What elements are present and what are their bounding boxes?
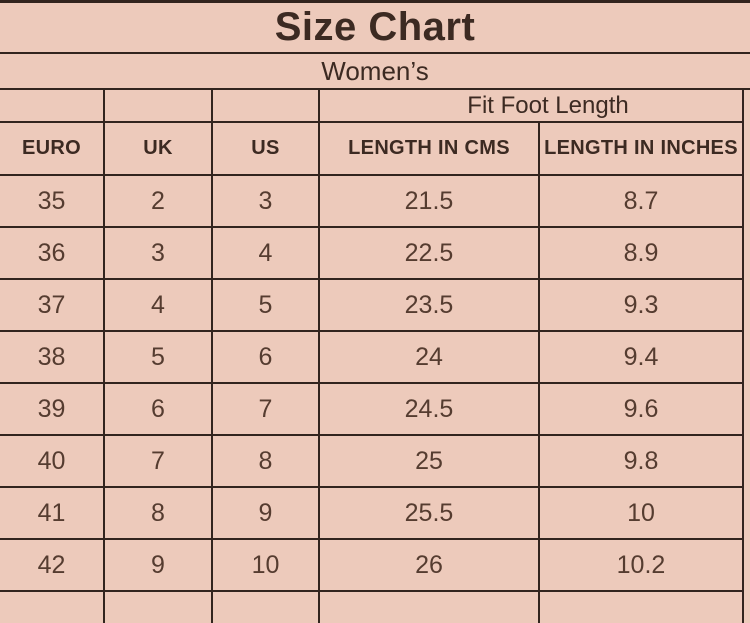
cell-us: 10 xyxy=(213,540,320,590)
size-table: Fit Foot Length EURO UK US LENGTH IN CMS… xyxy=(0,90,744,623)
cell-euro: 37 xyxy=(0,280,105,330)
cell-uk: 9 xyxy=(105,540,213,590)
cell-length-inches: 9.3 xyxy=(540,280,744,330)
cell-length-cms: 23.5 xyxy=(320,280,540,330)
cell-uk: 3 xyxy=(105,228,213,278)
cropped-empty-row xyxy=(0,592,744,623)
cell-length-inches: 10 xyxy=(540,488,744,538)
empty-cell xyxy=(320,592,540,623)
cell-length-inches: 9.6 xyxy=(540,384,744,434)
cell-euro: 41 xyxy=(0,488,105,538)
cell-length-cms: 24.5 xyxy=(320,384,540,434)
cell-uk: 5 xyxy=(105,332,213,382)
cell-us: 9 xyxy=(213,488,320,538)
table-row: 35 2 3 21.5 8.7 xyxy=(0,176,744,228)
cell-uk: 8 xyxy=(105,488,213,538)
cell-length-cms: 24 xyxy=(320,332,540,382)
cell-uk: 4 xyxy=(105,280,213,330)
column-header-uk: UK xyxy=(105,123,213,174)
cell-length-cms: 25.5 xyxy=(320,488,540,538)
empty-cell xyxy=(540,592,744,623)
cell-euro: 38 xyxy=(0,332,105,382)
cell-us: 5 xyxy=(213,280,320,330)
cell-euro: 35 xyxy=(0,176,105,226)
page-title: Size Chart xyxy=(0,3,750,54)
cell-euro: 42 xyxy=(0,540,105,590)
cell-length-inches: 9.8 xyxy=(540,436,744,486)
cell-length-cms: 26 xyxy=(320,540,540,590)
empty-cell-us xyxy=(213,90,320,121)
table-row: 39 6 7 24.5 9.6 xyxy=(0,384,744,436)
cell-length-inches: 8.7 xyxy=(540,176,744,226)
group-header-row: Fit Foot Length xyxy=(0,90,744,123)
cell-us: 4 xyxy=(213,228,320,278)
column-header-us: US xyxy=(213,123,320,174)
cell-length-cms: 25 xyxy=(320,436,540,486)
cell-us: 3 xyxy=(213,176,320,226)
cell-length-cms: 22.5 xyxy=(320,228,540,278)
column-header-euro: EURO xyxy=(0,123,105,174)
empty-cell-uk xyxy=(105,90,213,121)
cell-uk: 2 xyxy=(105,176,213,226)
section-subtitle-womens: Women’s xyxy=(0,54,750,90)
column-header-length-cms: LENGTH IN CMS xyxy=(320,123,540,174)
cell-uk: 6 xyxy=(105,384,213,434)
cell-us: 6 xyxy=(213,332,320,382)
column-header-row: EURO UK US LENGTH IN CMS LENGTH IN INCHE… xyxy=(0,123,744,176)
empty-cell-euro xyxy=(0,90,105,121)
table-row: 42 9 10 26 10.2 xyxy=(0,540,744,592)
cell-euro: 36 xyxy=(0,228,105,278)
table-row: 40 7 8 25 9.8 xyxy=(0,436,744,488)
cell-length-cms: 21.5 xyxy=(320,176,540,226)
table-row: 36 3 4 22.5 8.9 xyxy=(0,228,744,280)
empty-cell xyxy=(213,592,320,623)
cell-euro: 39 xyxy=(0,384,105,434)
cell-us: 7 xyxy=(213,384,320,434)
cell-length-inches: 10.2 xyxy=(540,540,744,590)
cell-us: 8 xyxy=(213,436,320,486)
cell-uk: 7 xyxy=(105,436,213,486)
column-header-length-inches: LENGTH IN INCHES xyxy=(540,123,744,174)
table-row: 38 5 6 24 9.4 xyxy=(0,332,744,384)
cell-length-inches: 8.9 xyxy=(540,228,744,278)
cell-length-inches: 9.4 xyxy=(540,332,744,382)
fit-foot-length-group-header: Fit Foot Length xyxy=(320,90,744,121)
table-row: 37 4 5 23.5 9.3 xyxy=(0,280,744,332)
empty-cell xyxy=(105,592,213,623)
table-row: 41 8 9 25.5 10 xyxy=(0,488,744,540)
empty-cell xyxy=(0,592,105,623)
cell-euro: 40 xyxy=(0,436,105,486)
